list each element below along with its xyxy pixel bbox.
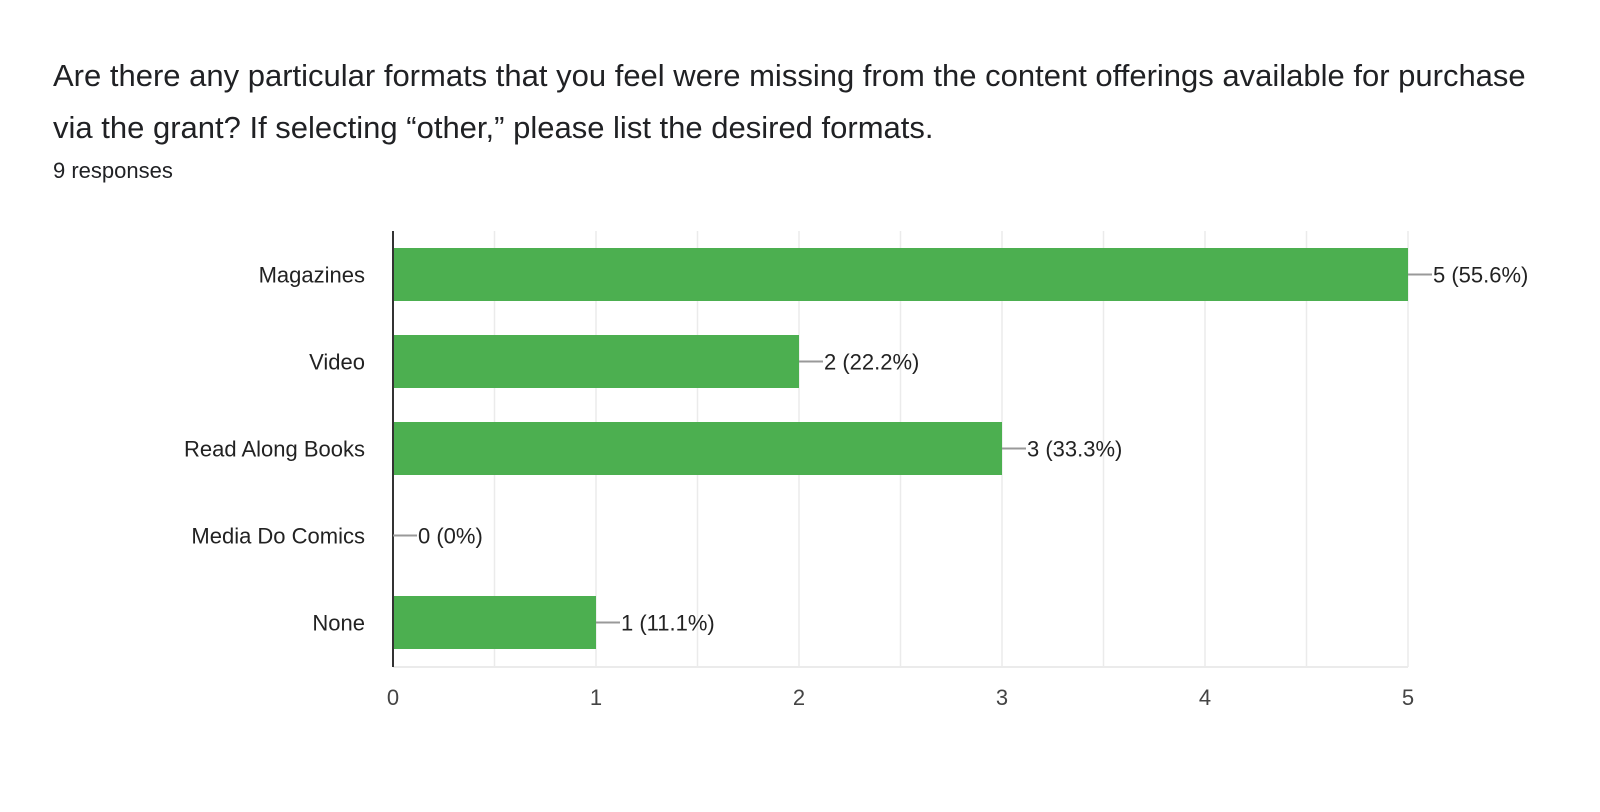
bar <box>393 422 1002 475</box>
data-label: 0 (0%) <box>418 524 483 549</box>
category-label: Media Do Comics <box>191 524 365 549</box>
bars <box>393 248 1408 649</box>
data-label: 5 (55.6%) <box>1433 263 1528 288</box>
category-label: None <box>312 611 365 636</box>
data-label: 1 (11.1%) <box>621 611 715 636</box>
axes: 0 1 2 3 4 5 <box>387 231 1414 710</box>
question-title: Are there any particular formats that yo… <box>53 58 1526 145</box>
labels: Magazines 5 (55.6%) Video 2 (22.2%) Read Alo… <box>184 263 1528 636</box>
category-label: Video <box>309 350 365 375</box>
x-tick-label: 3 <box>996 685 1008 710</box>
category-label: Magazines <box>259 263 365 288</box>
category-label: Read Along Books <box>184 437 365 462</box>
x-tick-label: 5 <box>1402 685 1414 710</box>
response-count: 9 responses <box>53 158 173 183</box>
bar <box>393 335 799 388</box>
x-tick-label: 2 <box>793 685 805 710</box>
data-label: 3 (33.3%) <box>1027 437 1122 462</box>
bar <box>393 248 1408 301</box>
bar <box>393 596 596 649</box>
x-tick-label: 0 <box>387 685 399 710</box>
data-label: 2 (22.2%) <box>824 350 919 375</box>
x-tick-label: 4 <box>1199 685 1211 710</box>
x-tick-label: 1 <box>590 685 602 710</box>
